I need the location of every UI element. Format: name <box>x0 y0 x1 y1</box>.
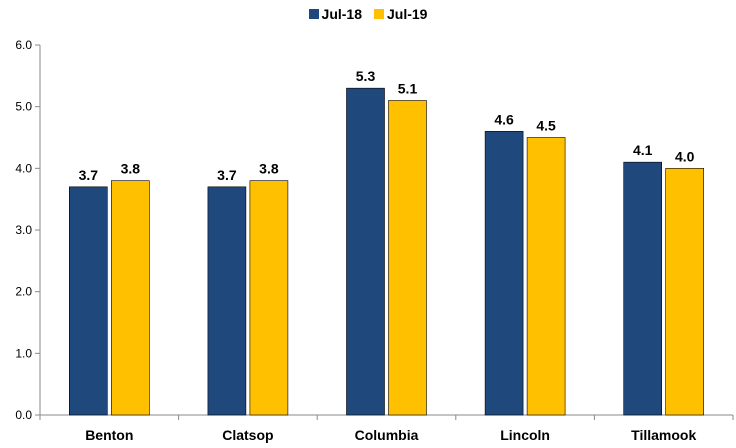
legend-label-series-2: Jul-19 <box>387 6 428 22</box>
y-tick-label: 6.0 <box>15 38 32 52</box>
data-label: 3.7 <box>79 167 99 183</box>
data-label: 4.6 <box>494 111 514 127</box>
bar-series-2 <box>526 137 566 416</box>
legend-item-series-1: Jul-18 <box>308 6 362 22</box>
legend-item-series-2: Jul-19 <box>374 6 427 22</box>
y-tick-label: 4.0 <box>15 161 32 175</box>
bar-series-2 <box>388 100 427 416</box>
bar-series-2 <box>249 180 289 416</box>
x-category-label: Clatsop <box>222 427 273 443</box>
data-label: 4.0 <box>675 148 695 164</box>
legend-swatch-series-1 <box>308 9 319 19</box>
x-category-label: Tillamook <box>631 427 696 443</box>
bar-series-2 <box>665 168 705 416</box>
data-label: 3.7 <box>217 167 237 183</box>
y-tick-label: 5.0 <box>15 100 32 114</box>
y-tick-label: 2.0 <box>15 285 32 299</box>
bar-series-1 <box>484 131 524 416</box>
chart-legend: Jul-18 Jul-19 <box>0 6 736 22</box>
data-label: 3.8 <box>259 161 279 177</box>
data-label: 3.8 <box>121 161 141 177</box>
y-tick-label: 0.0 <box>15 408 32 422</box>
bar-series-2 <box>111 180 150 416</box>
bar-series-1 <box>207 186 247 416</box>
x-category-label: Columbia <box>355 427 419 443</box>
legend-label-series-1: Jul-18 <box>321 6 362 22</box>
bar-series-1 <box>69 186 108 416</box>
data-label: 4.5 <box>536 118 556 134</box>
data-label: 5.3 <box>356 68 376 84</box>
data-label: 4.1 <box>633 142 653 158</box>
bar-series-1 <box>346 87 385 416</box>
bar-series-1 <box>623 161 663 416</box>
x-category-label: Lincoln <box>500 427 550 443</box>
x-category-label: Benton <box>85 427 133 443</box>
data-label: 5.1 <box>398 81 418 97</box>
legend-swatch-series-2 <box>374 9 384 19</box>
y-tick-label: 1.0 <box>15 346 32 360</box>
y-tick-label: 3.0 <box>15 223 32 237</box>
